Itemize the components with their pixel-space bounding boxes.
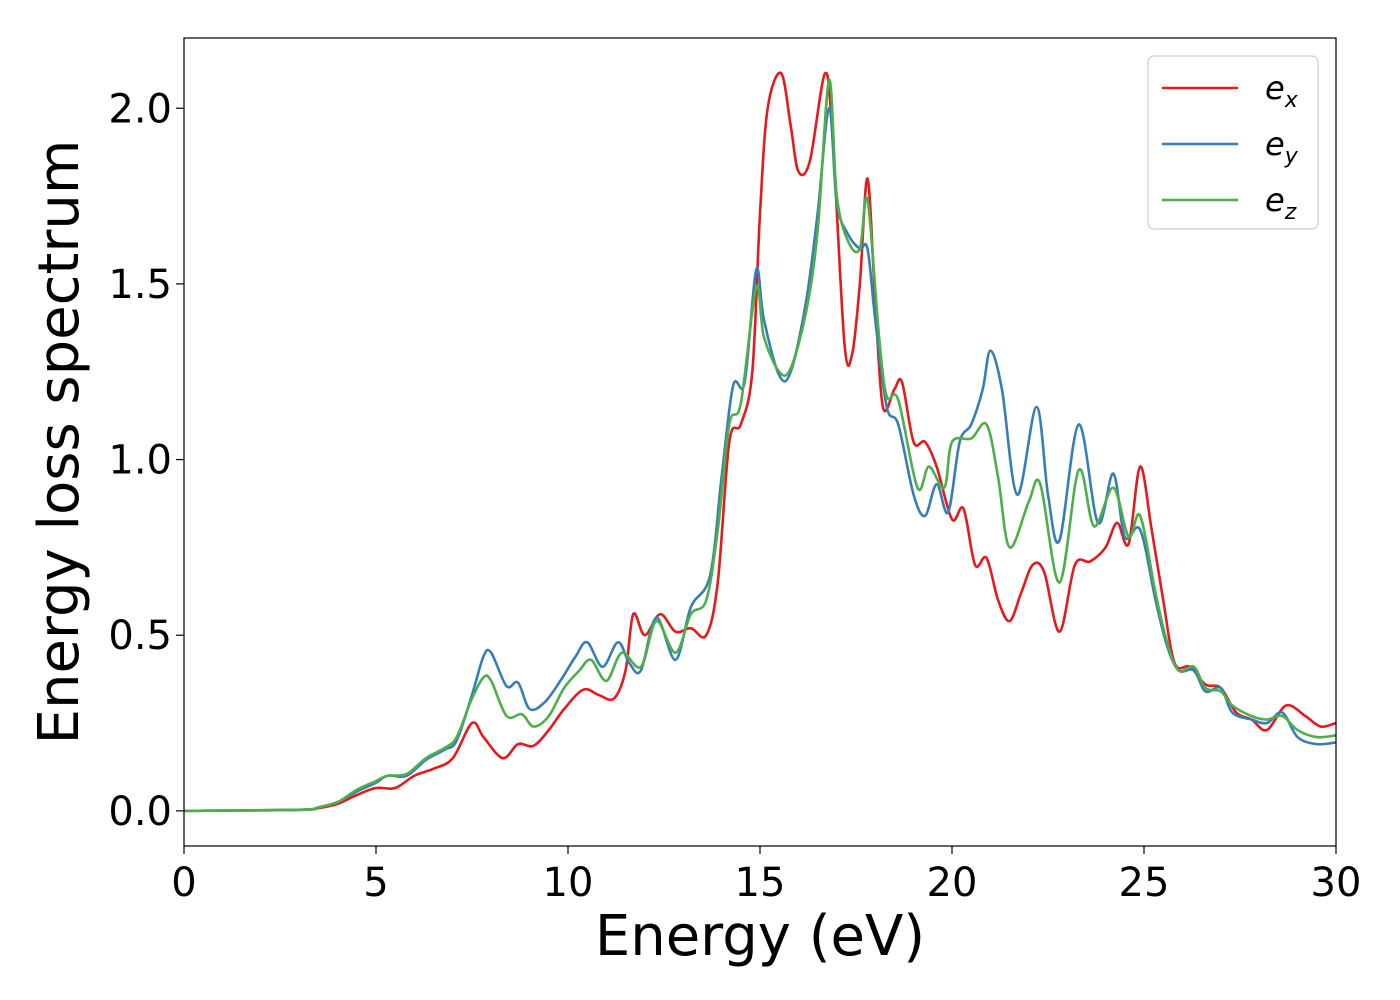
series-line-e-x [184, 71, 1336, 813]
legend-label-subscript: x [1284, 88, 1299, 113]
x-tick-label: 25 [1119, 860, 1170, 906]
legend-label-base: e [1265, 69, 1285, 107]
y-axis-ticks: 0.0 0.5 1.0 1.5 2.0 [108, 86, 184, 835]
legend-label-subscript: y [1284, 144, 1299, 169]
series-line-e-z [184, 78, 1336, 813]
x-tick-label: 10 [543, 860, 594, 906]
x-tick-label: 0 [171, 860, 196, 906]
legend-label-y: ey [1265, 125, 1299, 169]
x-tick-label: 20 [927, 860, 978, 906]
legend-label-base: e [1265, 125, 1285, 163]
series-layer [184, 71, 1336, 813]
legend-box [1147, 55, 1319, 230]
x-axis-ticks: 0 5 10 15 20 25 30 [171, 846, 1361, 906]
y-tick-label: 2.0 [108, 86, 172, 132]
legend-label-subscript: z [1284, 200, 1297, 225]
x-axis-title: Energy (eV) [595, 904, 925, 969]
x-tick-label: 30 [1311, 860, 1362, 906]
y-tick-label: 1.0 [108, 438, 172, 484]
y-axis-title: Energy loss spectrum [27, 140, 92, 745]
legend-label-x: ex [1265, 69, 1299, 113]
y-tick-label: 0.0 [108, 789, 172, 835]
y-tick-label: 0.5 [108, 613, 172, 659]
x-tick-label: 5 [363, 860, 388, 906]
legend-label-base: e [1265, 181, 1285, 219]
x-tick-label: 15 [735, 860, 786, 906]
legend-label-z: ez [1265, 181, 1297, 225]
y-tick-label: 1.5 [108, 262, 172, 308]
